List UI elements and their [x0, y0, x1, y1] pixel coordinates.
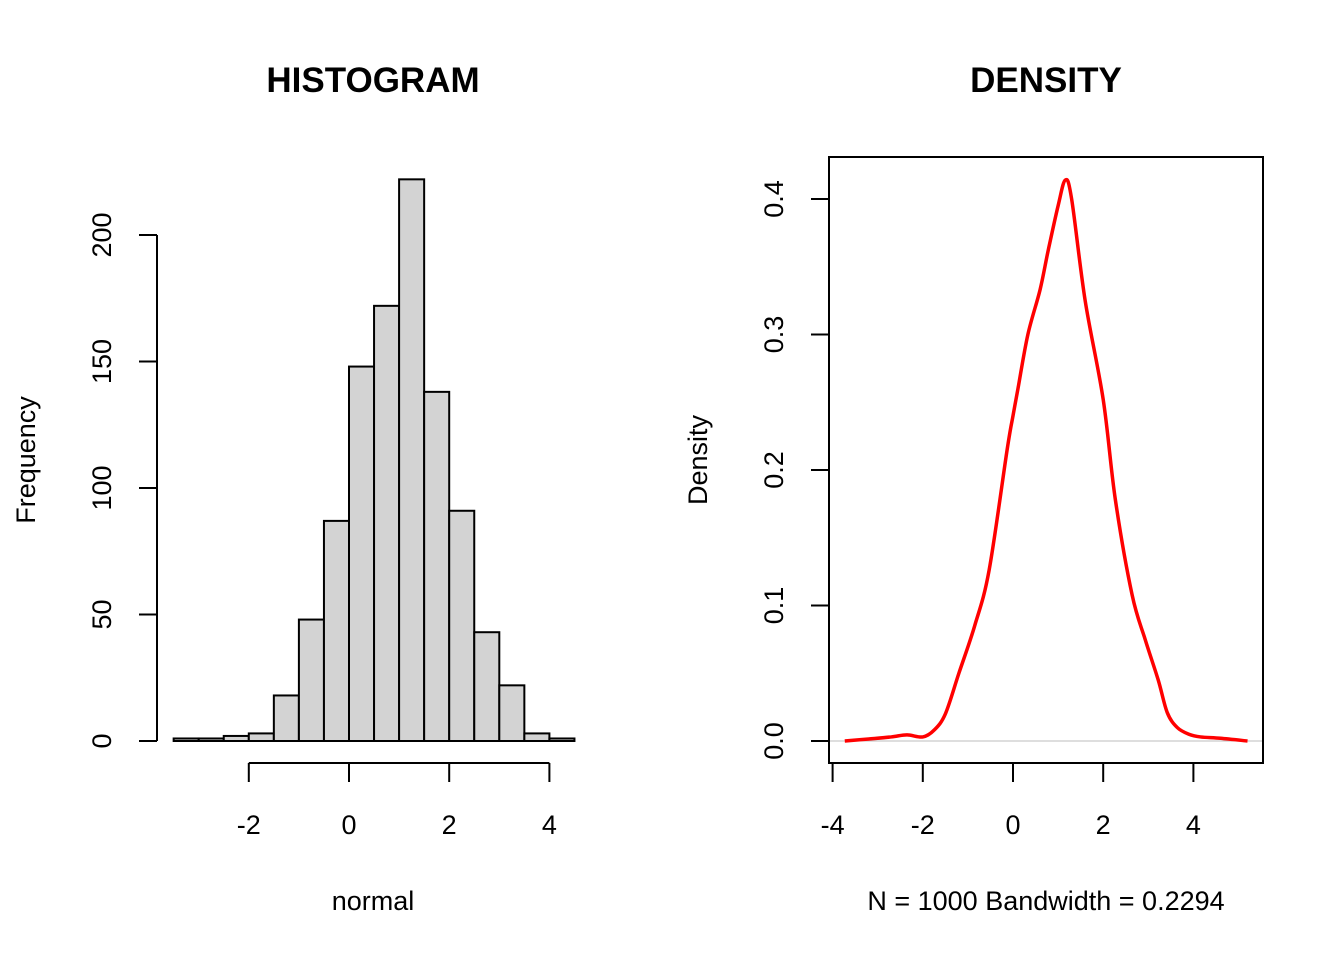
- density-panel: DENSITY 0.0 0.1 0.2 0.3 0.4 -4 -2 0 2 4 N = 1000…: [683, 61, 1264, 916]
- density-x-tick-label: -4: [821, 810, 845, 840]
- histogram-bar: [322, 519, 351, 743]
- density-x-axis-label: N = 1000 Bandwidth = 0.2294: [867, 886, 1224, 916]
- histogram-y-axis: 0 50 100 150 200: [87, 212, 158, 749]
- histogram-bar: [448, 509, 476, 742]
- histogram-bar: [423, 390, 451, 742]
- density-y-axis-label: Density: [683, 414, 713, 505]
- histogram-title: HISTOGRAM: [266, 61, 479, 100]
- density-x-tick-label: 2: [1096, 810, 1111, 840]
- histogram-y-tick-label: 100: [87, 465, 117, 510]
- histogram-bar: [222, 734, 250, 743]
- density-y-tick-label: 0.0: [759, 722, 789, 760]
- histogram-x-axis-label: normal: [332, 886, 415, 916]
- density-y-tick-label: 0.2: [759, 451, 789, 489]
- histogram-bar: [373, 304, 401, 742]
- density-y-tick-label: 0.3: [759, 316, 789, 354]
- histogram-bar: [498, 684, 526, 743]
- density-y-tick-label: 0.1: [759, 587, 789, 625]
- histogram-x-axis: -2 0 2 4: [237, 762, 557, 840]
- histogram-y-tick-label: 50: [87, 599, 117, 629]
- histogram-y-tick-label: 0: [87, 733, 117, 748]
- histogram-x-tick-label: 2: [442, 810, 457, 840]
- density-x-tick-label: 4: [1186, 810, 1201, 840]
- density-x-tick-label: -2: [911, 810, 935, 840]
- density-plot-box: [828, 156, 1264, 764]
- histogram-bar: [272, 694, 300, 743]
- density-y-axis: 0.0 0.1 0.2 0.3 0.4: [759, 180, 829, 760]
- histogram-x-tick-label: 4: [542, 810, 557, 840]
- density-curve: [844, 177, 1248, 743]
- histogram-y-tick-label: 200: [87, 212, 117, 257]
- histogram-bar: [548, 737, 576, 742]
- density-x-tick-label: 0: [1005, 810, 1020, 840]
- histogram-bar: [398, 178, 426, 742]
- histogram-bars: [172, 178, 576, 743]
- histogram-bar: [197, 737, 225, 742]
- histogram-panel: HISTOGRAM 0 50 100 150 200 -2 0 2 4 normal Freq…: [11, 61, 576, 916]
- histogram-bar: [523, 732, 551, 742]
- histogram-bar: [172, 737, 200, 742]
- histogram-x-tick-label: -2: [237, 810, 261, 840]
- histogram-y-axis-label: Frequency: [11, 396, 41, 524]
- histogram-x-tick-label: 0: [341, 810, 356, 840]
- histogram-bar: [297, 618, 325, 742]
- density-y-tick-label: 0.4: [759, 180, 789, 218]
- density-x-axis: -4 -2 0 2 4: [821, 763, 1201, 840]
- histogram-y-tick-label: 150: [87, 339, 117, 384]
- density-title: DENSITY: [970, 61, 1122, 100]
- histogram-bar: [348, 365, 376, 742]
- histogram-bar: [247, 732, 275, 742]
- histogram-bar: [473, 631, 501, 743]
